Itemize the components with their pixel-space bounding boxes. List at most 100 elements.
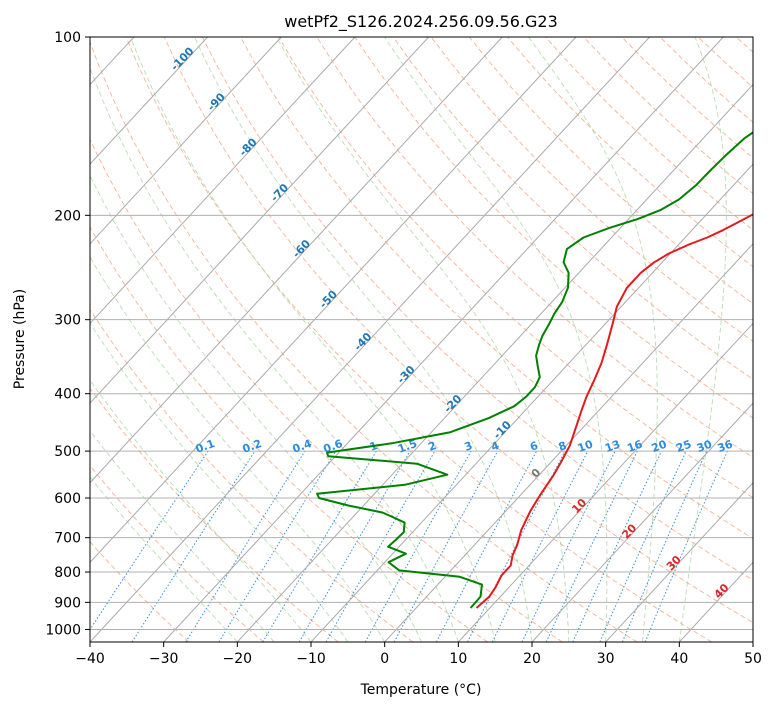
x-tick-label: −10	[296, 651, 326, 667]
isotherm-line	[90, 37, 208, 165]
dry-adiabat	[201, 37, 753, 581]
dry-adiabat	[90, 387, 339, 642]
moist-adiabat	[90, 174, 422, 642]
isotherm-line	[90, 37, 503, 484]
mixing-ratio-line	[393, 450, 499, 642]
x-tick-label: 10	[449, 651, 467, 667]
dry-adiabat	[354, 37, 753, 419]
mixing-ratio-line	[185, 450, 306, 642]
mixing-ratio-label: 20	[650, 438, 669, 456]
dry-adiabat	[90, 41, 638, 642]
x-tick-label: −30	[149, 651, 179, 667]
x-tick-label: 0	[380, 651, 389, 667]
moist-adiabat	[384, 37, 608, 642]
moist-adiabat	[194, 37, 533, 642]
isotherm-line	[90, 37, 282, 245]
mixing-ratio-label: 0.1	[194, 437, 217, 456]
mixing-ratio-label: 10	[576, 438, 595, 456]
y-tick-label: 400	[54, 387, 81, 403]
chart-title: wetPf2_S126.2024.256.09.56.G23	[284, 12, 558, 32]
mixing-ratio-line	[572, 450, 662, 642]
y-tick-label: 600	[54, 491, 81, 507]
mixing-ratio-line	[364, 450, 472, 642]
mixing-ratio-label: 6	[528, 439, 540, 454]
mixing-ratio-label: 30	[695, 438, 714, 456]
isotherm-line	[236, 83, 753, 642]
mixing-ratio-label: 25	[674, 438, 693, 455]
x-tick-label: 50	[744, 651, 762, 667]
isotherm-line	[90, 37, 650, 642]
mixing-ratio-line	[491, 450, 589, 642]
y-axis: 100 200 300 400 500 600 700 800 900 1000	[45, 30, 90, 638]
isotherm-line	[90, 37, 356, 325]
dry-adiabat	[392, 37, 753, 380]
dry-adiabat	[468, 37, 753, 305]
x-tick-label: −20	[223, 651, 253, 667]
isotherm-line	[605, 481, 753, 642]
isotherm-line	[163, 37, 724, 642]
mixing-ratio-label: 8	[557, 439, 569, 454]
mixing-ratio-line	[545, 450, 638, 642]
x-tick-label: 20	[523, 651, 541, 667]
isotherm-line	[457, 322, 753, 642]
y-axis-label: Pressure (hPa)	[12, 289, 28, 389]
mixing-ratio-line	[262, 450, 377, 642]
y-tick-label: 200	[54, 208, 81, 224]
y-tick-label: 700	[54, 531, 81, 547]
isotherm-line	[531, 402, 753, 642]
x-axis: −40 −30 −20 −10 0 10 20 30 40 50	[75, 642, 762, 667]
dry-adiabat	[240, 37, 753, 540]
temperature-profile-line	[475, 213, 753, 609]
dry-adiabat	[90, 540, 190, 642]
moist-adiabat	[276, 37, 570, 642]
moist-adiabat	[90, 429, 275, 642]
mixing-ratio-label: 2	[426, 439, 438, 454]
mixing-ratio-label: 36	[716, 438, 735, 456]
mixing-ratio-label: 0.4	[291, 437, 314, 456]
y-tick-label: 300	[54, 313, 81, 329]
mixing-ratio-line	[621, 450, 708, 642]
dry-adiabat	[163, 37, 753, 624]
moist-adiabat	[90, 476, 238, 642]
isotherm-line	[90, 37, 577, 564]
isotherm-line	[310, 163, 753, 642]
mixing-ratio-line	[467, 450, 566, 642]
profile-lines	[316, 131, 753, 609]
y-tick-label: 900	[54, 595, 81, 611]
moist-adiabat	[528, 37, 658, 642]
dry-adiabat	[125, 37, 712, 642]
y-tick-label: 800	[54, 565, 81, 581]
mixing-ratio-line	[599, 450, 687, 642]
mixing-ratio-label: 3	[463, 439, 475, 454]
mixing-ratio-line	[218, 450, 337, 642]
dry-adiabat	[90, 308, 414, 642]
x-tick-label: −40	[75, 651, 105, 667]
mixing-ratio-label: 4	[489, 439, 501, 454]
mixing-ratio-label: 16	[625, 438, 644, 456]
y-tick-label: 100	[54, 30, 81, 46]
moist-adiabat	[90, 322, 349, 642]
dewpoint-profile-line	[316, 131, 753, 609]
y-tick-label: 1000	[45, 622, 81, 638]
plot-frame	[89, 36, 754, 643]
plot-background	[90, 37, 753, 642]
isotherm-line	[0, 37, 60, 642]
mixing-ratio-line	[435, 450, 538, 642]
dry-adiabat	[90, 226, 488, 642]
mixing-ratio-label: 13	[603, 438, 622, 455]
isotherm-line	[90, 37, 429, 404]
x-axis-label: Temperature (°C)	[360, 682, 482, 698]
mixing-ratio-line	[90, 450, 209, 631]
dry-adiabat	[90, 464, 264, 642]
x-tick-label: 30	[597, 651, 615, 667]
mixing-ratio-label: 0.2	[241, 437, 264, 456]
x-tick-label: 40	[670, 651, 688, 667]
dry-adiabat	[90, 138, 563, 642]
moist-adiabat	[678, 37, 727, 642]
isotherm-line	[384, 243, 753, 642]
moist-adiabat	[90, 256, 386, 642]
y-tick-label: 500	[54, 444, 81, 460]
isotherm-line	[752, 641, 753, 642]
dry-adiabat	[278, 37, 753, 499]
